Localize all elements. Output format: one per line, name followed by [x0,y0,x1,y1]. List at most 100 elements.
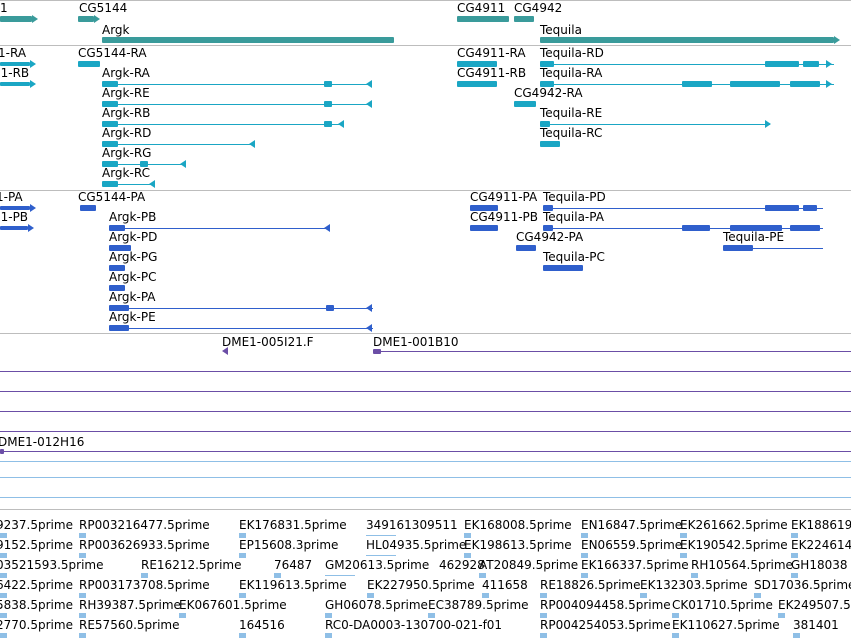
est-feature[interactable] [79,593,86,598]
est-feature[interactable] [680,533,687,538]
protein-feature[interactable] [470,225,498,231]
est-label[interactable]: 6422.5prime [0,578,73,592]
est-label[interactable]: 2770.5prime [0,618,73,632]
protein-feature[interactable] [109,225,125,231]
gene-feature[interactable] [0,16,32,22]
est-feature[interactable] [672,633,679,638]
est-feature[interactable] [540,633,547,638]
est-feature[interactable] [581,533,588,538]
est-feature[interactable] [0,533,7,538]
est-label[interactable]: EK132303.5prime [640,578,748,592]
est-label[interactable]: EC38789.5prime [428,598,529,612]
est-label[interactable]: RH39387.5prime [79,598,181,612]
est-label[interactable]: EK249507.5 [778,598,851,612]
clone-feature[interactable] [373,349,381,354]
est-feature[interactable] [482,593,489,598]
est-label[interactable]: GH18038 [791,558,848,572]
protein-feature[interactable] [109,245,131,251]
protein-feature[interactable] [543,205,553,211]
est-feature[interactable] [79,613,86,618]
rna-feature[interactable] [102,121,118,127]
clone-feature[interactable] [0,449,4,454]
est-feature[interactable] [239,593,246,598]
est-label[interactable]: RP003626933.5prime [79,538,210,552]
est-feature[interactable] [640,593,647,598]
gene-feature[interactable] [78,16,94,22]
protein-feature[interactable] [80,205,96,211]
est-label[interactable]: RP003173708.5prime [79,578,210,592]
protein-feature[interactable] [543,225,553,231]
rna-feature[interactable] [540,61,554,67]
est-label[interactable]: RE57560.5prime [79,618,180,632]
est-label[interactable]: EK227950.5prime [367,578,475,592]
est-label[interactable]: EK198613.5prime [464,538,572,552]
gene-feature[interactable] [457,16,509,22]
protein-feature[interactable] [0,226,28,230]
est-label[interactable]: EK224614 [791,538,851,552]
est-feature[interactable] [274,573,281,578]
est-feature[interactable] [179,613,186,618]
est-feature[interactable] [79,533,86,538]
gene-feature[interactable] [540,37,834,43]
est-label[interactable]: 411658 [482,578,528,592]
est-feature[interactable] [540,613,547,618]
est-feature[interactable] [141,573,148,578]
protein-feature[interactable] [470,205,498,211]
est-line[interactable] [0,497,851,498]
clone-line[interactable] [0,391,851,392]
est-label[interactable]: 76487 [274,558,313,572]
rna-feature[interactable] [540,81,554,87]
est-line[interactable] [366,535,396,536]
rna-feature[interactable] [102,81,118,87]
est-label[interactable]: 03521593.5prime [0,558,104,572]
est-label[interactable]: EK166337.5prime [581,558,689,572]
gene-feature[interactable] [102,37,394,43]
est-line[interactable] [0,461,851,462]
protein-feature[interactable] [0,206,30,210]
est-feature[interactable] [791,573,798,578]
est-feature[interactable] [239,553,246,558]
est-feature[interactable] [0,553,7,558]
rna-feature[interactable] [0,62,30,66]
protein-feature[interactable] [109,265,125,271]
rna-feature[interactable] [102,181,118,187]
est-line[interactable] [366,555,396,556]
est-feature[interactable] [0,573,7,578]
rna-feature[interactable] [102,101,118,107]
est-label[interactable]: 5838.5prime [0,598,73,612]
rna-feature[interactable] [457,81,497,87]
est-feature[interactable] [79,633,86,638]
est-feature[interactable] [0,593,7,598]
est-feature[interactable] [793,633,800,638]
est-feature[interactable] [680,553,687,558]
est-feature[interactable] [325,613,332,618]
est-feature[interactable] [581,553,588,558]
est-label[interactable]: EP15608.3prime [239,538,339,552]
rna-feature[interactable] [540,141,560,147]
clone-line[interactable] [0,371,851,372]
est-feature[interactable] [479,573,486,578]
est-label[interactable]: RC0-DA0003-130700-021-f01 [325,618,503,632]
est-feature[interactable] [581,573,588,578]
est-label[interactable]: 381401 [793,618,839,632]
est-label[interactable]: 462928 [439,558,485,572]
est-label[interactable]: 9237.5prime [0,518,73,532]
protein-feature[interactable] [109,285,125,291]
est-feature[interactable] [464,553,471,558]
gene-feature[interactable] [514,16,534,22]
est-label[interactable]: 349161309511 [366,518,458,532]
clone-line[interactable] [0,431,851,432]
est-label[interactable]: GH06078.5prime [325,598,428,612]
est-label[interactable]: EK190542.5prime [680,538,788,552]
est-feature[interactable] [325,633,332,638]
est-label[interactable]: EK119613.5prime [239,578,347,592]
est-label[interactable]: RP004254053.5prime [540,618,671,632]
est-feature[interactable] [791,533,798,538]
est-label[interactable]: RE18826.5prime [540,578,641,592]
est-label[interactable]: HL04935.5prime [366,538,467,552]
clone-line[interactable] [0,411,851,412]
protein-feature[interactable] [723,245,753,251]
protein-feature[interactable] [109,325,129,331]
est-feature[interactable] [239,633,246,638]
est-feature[interactable] [0,633,7,638]
